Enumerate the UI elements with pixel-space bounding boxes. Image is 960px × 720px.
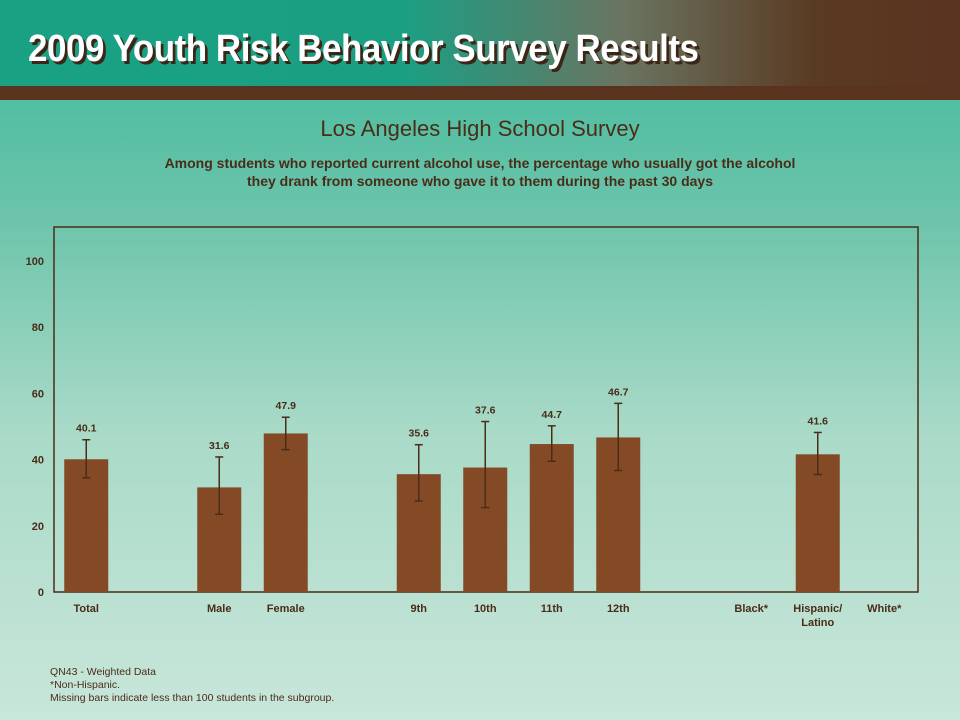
- footnote-missing-bars: Missing bars indicate less than 100 stud…: [50, 692, 335, 704]
- y-tick-label: 80: [32, 322, 44, 334]
- category-label: Female: [267, 603, 305, 615]
- category-label: Total: [74, 603, 99, 615]
- bar-value-label: 37.6: [475, 405, 496, 417]
- bar: [795, 454, 840, 592]
- bar-value-label: 44.7: [542, 409, 563, 421]
- y-tick-label: 40: [32, 455, 44, 467]
- title-banner: 2009 Youth Risk Behavior Survey Results: [0, 0, 960, 86]
- bar: [64, 459, 109, 592]
- bar-value-label: 41.6: [808, 415, 829, 427]
- bar-value-label: 31.6: [209, 440, 230, 452]
- y-axis-ticks: 0 20 40 60 80 100: [26, 256, 44, 599]
- category-label: Black*: [734, 603, 768, 615]
- y-tick-label: 0: [38, 587, 44, 599]
- y-tick-label: 20: [32, 521, 44, 533]
- bar-value-label: 35.6: [409, 428, 430, 440]
- category-label: Latino: [801, 617, 834, 629]
- category-label: 9th: [411, 603, 428, 615]
- bar: [529, 444, 574, 592]
- bar-value-label: 40.1: [76, 423, 97, 435]
- y-tick-label: 100: [26, 256, 44, 268]
- category-label: 10th: [474, 603, 497, 615]
- error-bars-group: [82, 402, 822, 515]
- bar-value-label: 47.9: [276, 400, 297, 412]
- bars-group: [64, 433, 840, 592]
- footnote-data-source: QN43 - Weighted Data: [50, 666, 157, 678]
- bar: [263, 433, 308, 592]
- category-label: White*: [867, 603, 902, 615]
- banner-divider: [0, 86, 960, 100]
- footnotes: QN43 - Weighted Data *Non-Hispanic. Miss…: [50, 666, 334, 705]
- value-labels-group: 40.1 31.6 47.9 35.6 37.6 44.7 46.7 41.6: [76, 386, 828, 452]
- chart-subtitle: Among students who reported current alco…: [164, 155, 796, 189]
- category-label: 11th: [541, 603, 563, 615]
- chart-title: Los Angeles High School Survey: [320, 116, 640, 141]
- category-label: 12th: [607, 603, 630, 615]
- category-label: Male: [207, 603, 231, 615]
- category-labels-group: Total Male Female 9th 10th 11th 12th Black* Hisp…: [74, 603, 903, 629]
- category-label: Hispanic/: [793, 603, 842, 615]
- bar-value-label: 46.7: [608, 386, 629, 398]
- banner-title: 2009 Youth Risk Behavior Survey Results: [28, 28, 699, 70]
- y-tick-label: 60: [32, 388, 44, 400]
- footnote-non-hispanic: *Non-Hispanic.: [50, 679, 121, 691]
